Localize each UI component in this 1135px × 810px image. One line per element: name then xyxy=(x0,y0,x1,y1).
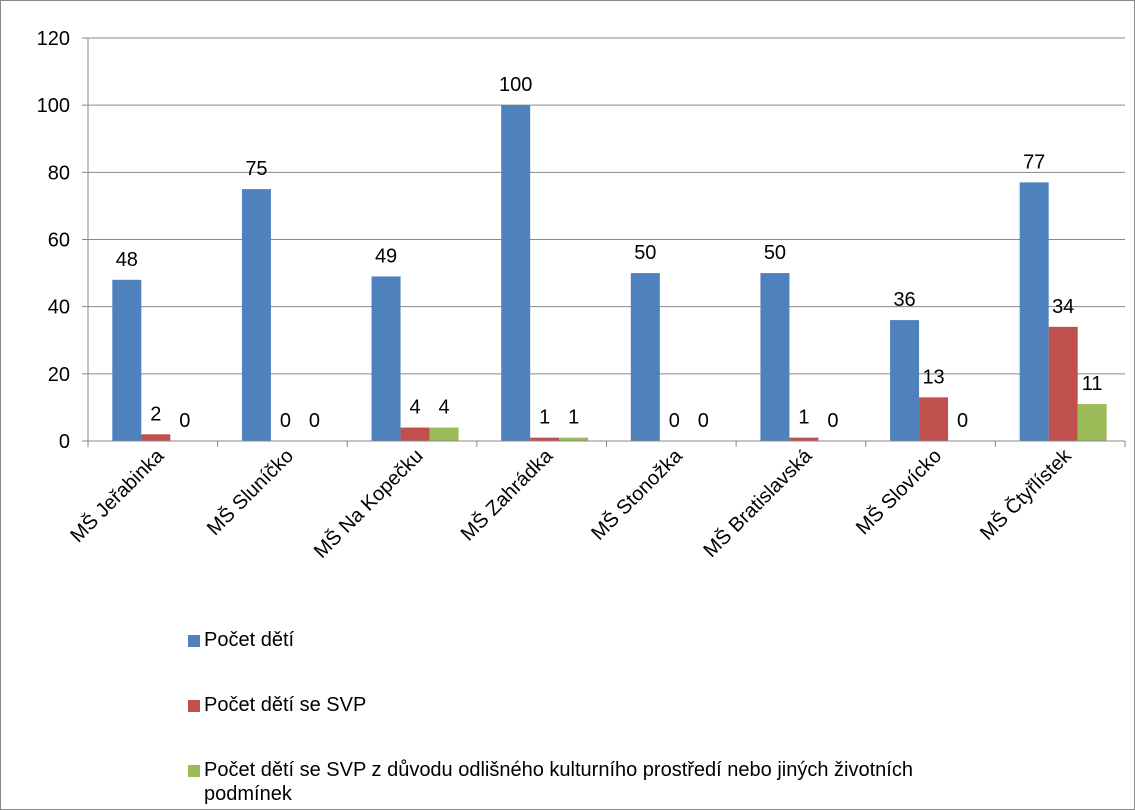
data-label: 0 xyxy=(280,410,291,432)
bar xyxy=(429,427,459,441)
data-label: 0 xyxy=(309,410,320,432)
data-label: 13 xyxy=(922,366,944,388)
data-label: 50 xyxy=(764,242,786,264)
data-label: 100 xyxy=(499,74,532,96)
data-label: 50 xyxy=(634,242,656,264)
bar xyxy=(919,397,949,441)
bar xyxy=(890,320,920,441)
data-label: 0 xyxy=(698,410,709,432)
data-label: 4 xyxy=(439,397,450,419)
data-label: 49 xyxy=(375,245,397,267)
bar xyxy=(1019,182,1049,442)
bar xyxy=(559,437,589,441)
bar xyxy=(112,279,142,441)
data-label: 34 xyxy=(1052,296,1074,318)
bar xyxy=(1077,404,1107,441)
data-label: 0 xyxy=(827,410,838,432)
bar xyxy=(141,434,171,441)
bar xyxy=(501,105,531,442)
legend-label: Počet dětí se SVP xyxy=(204,694,367,716)
data-label: 2 xyxy=(150,403,161,425)
legend-label: Počet dětí se SVP z důvodu odlišného kul… xyxy=(204,759,913,805)
bar xyxy=(530,437,560,441)
legend-swatch xyxy=(188,765,200,777)
bar xyxy=(630,273,660,441)
y-tick-label: 80 xyxy=(48,162,70,184)
legend-item: Počet dětí xyxy=(188,628,294,652)
data-label: 1 xyxy=(568,407,579,429)
bar xyxy=(789,437,819,441)
data-label: 1 xyxy=(798,407,809,429)
y-tick-label: 60 xyxy=(48,230,70,252)
data-label: 4 xyxy=(410,397,421,419)
data-label: 48 xyxy=(116,249,138,271)
legend-item: Počet dětí se SVP xyxy=(188,693,366,717)
y-tick-label: 40 xyxy=(48,297,70,319)
bar xyxy=(400,427,430,441)
data-label: 0 xyxy=(669,410,680,432)
data-label: 11 xyxy=(1082,373,1103,395)
data-label: 1 xyxy=(539,407,550,429)
data-label: 77 xyxy=(1023,151,1045,173)
data-label: 75 xyxy=(245,158,267,180)
data-label: 0 xyxy=(957,410,968,432)
y-tick-label: 100 xyxy=(37,95,70,117)
y-tick-label: 0 xyxy=(59,431,70,453)
bar xyxy=(760,273,790,441)
legend-label: Počet dětí xyxy=(204,629,295,651)
y-tick-label: 20 xyxy=(48,364,70,386)
bar xyxy=(371,276,401,441)
data-label: 36 xyxy=(893,289,915,311)
bar xyxy=(1048,326,1078,441)
legend-swatch xyxy=(188,635,200,647)
y-tick-label: 120 xyxy=(37,28,70,50)
legend-item: Počet dětí se SVP z důvodu odlišného kul… xyxy=(188,758,994,806)
bar xyxy=(241,189,271,441)
data-label: 0 xyxy=(179,410,190,432)
legend-swatch xyxy=(188,700,200,712)
